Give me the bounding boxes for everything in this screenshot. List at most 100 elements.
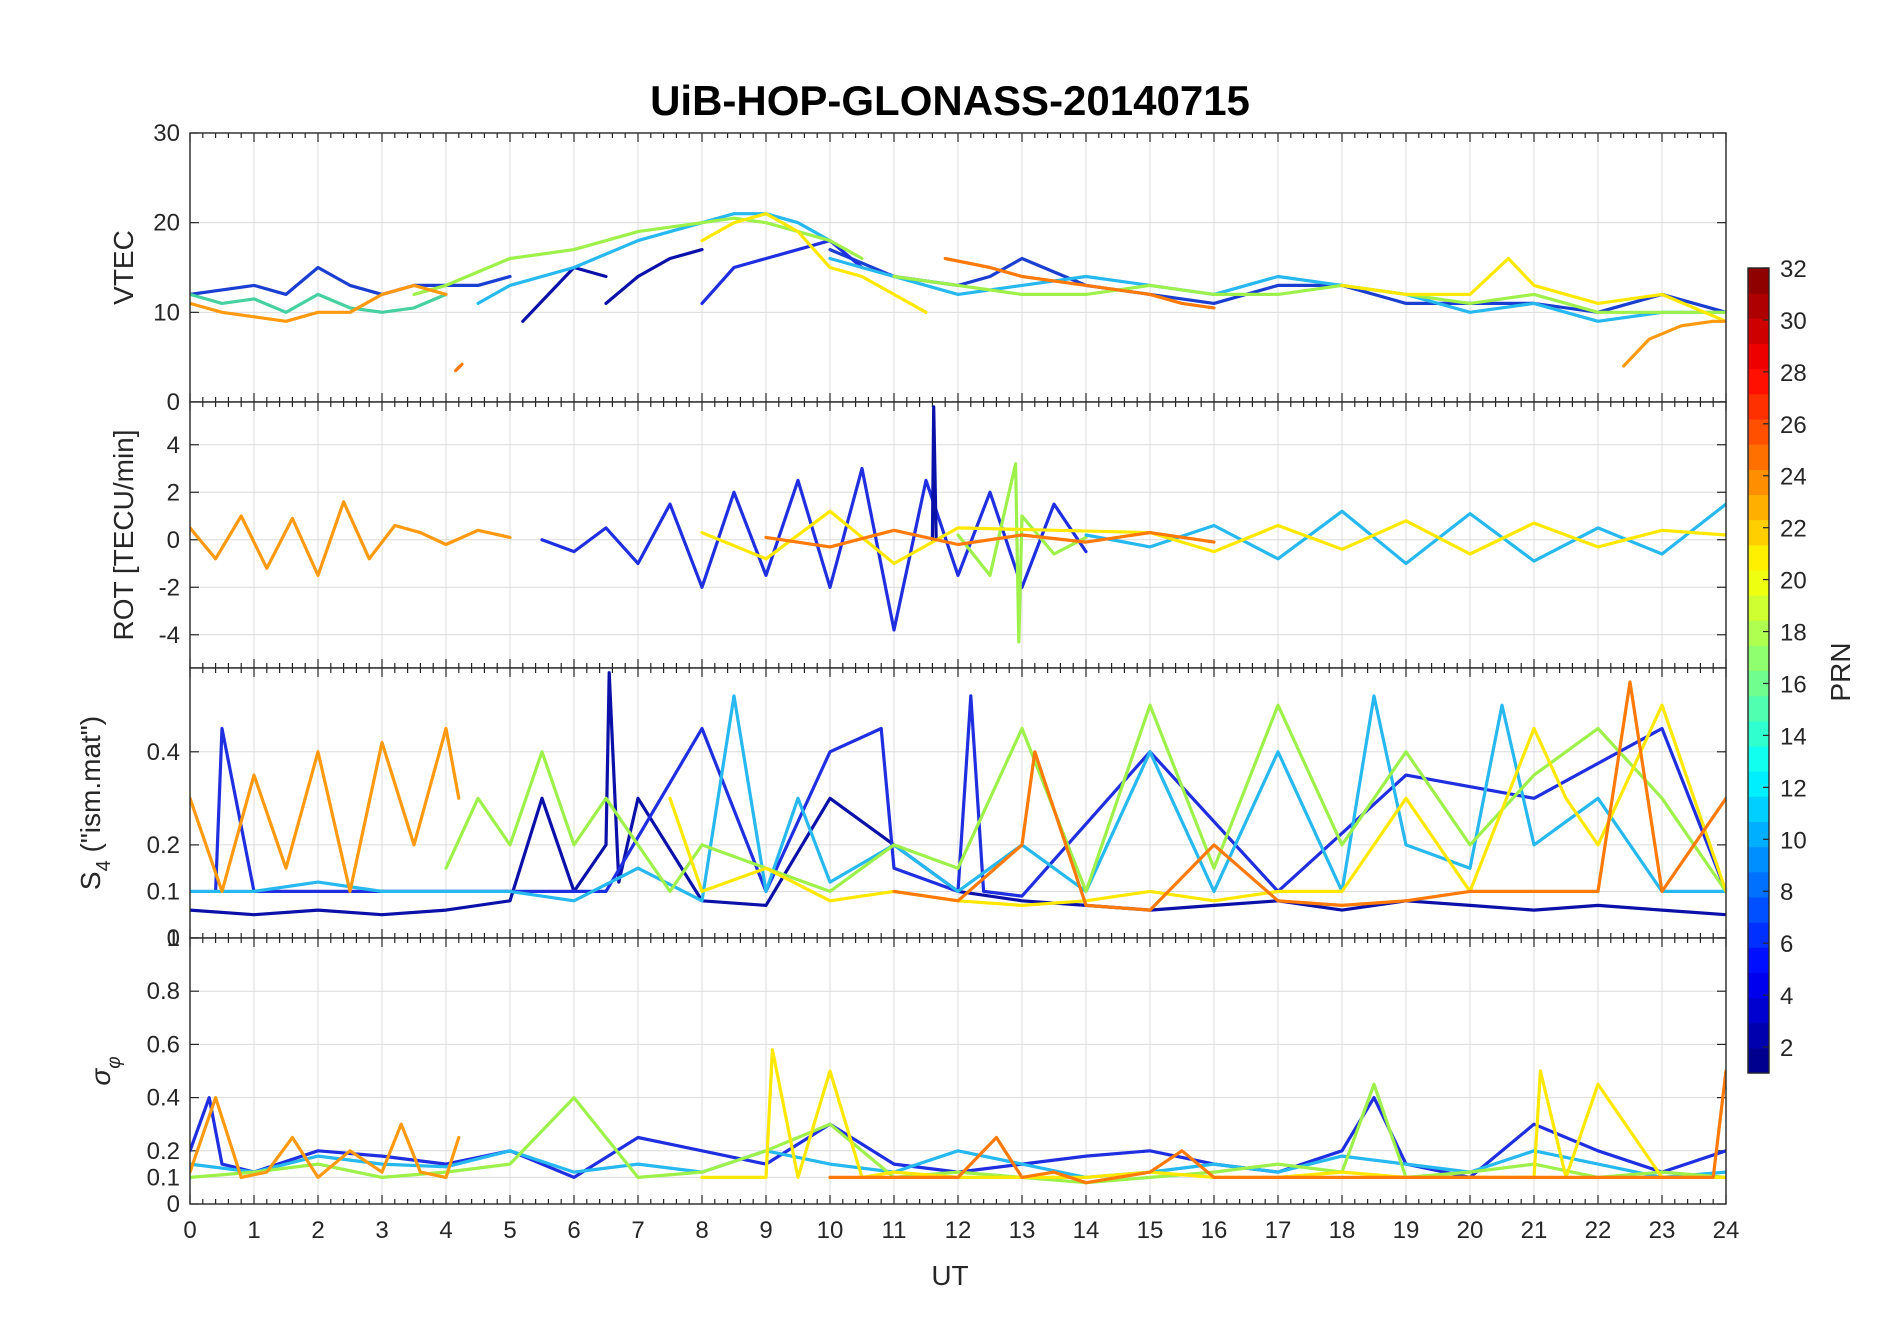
colorbar-segment xyxy=(1748,997,1769,1024)
series-group xyxy=(190,212,1726,373)
colorbar-segment xyxy=(1748,268,1769,294)
colorbar-segment xyxy=(1748,796,1769,823)
x-tick-label: 3 xyxy=(375,1217,388,1244)
colorbar-tick-label: 6 xyxy=(1780,931,1793,958)
x-tick-label: 2 xyxy=(311,1217,324,1244)
y-tick-label: 0.1 xyxy=(147,1164,180,1191)
series-line xyxy=(700,509,1726,566)
colorbar-tick-label: 22 xyxy=(1780,516,1807,543)
x-tick-label: 14 xyxy=(1073,1217,1100,1244)
colorbar-tick-label: 30 xyxy=(1780,308,1807,335)
colorbar-segment xyxy=(1748,293,1769,319)
colorbar-tick-label: 28 xyxy=(1780,360,1807,387)
series-line xyxy=(1084,502,1726,566)
colorbar-segment xyxy=(1748,922,1769,948)
colorbar-segment xyxy=(1748,393,1769,420)
y-axis-label: σφ xyxy=(85,1056,125,1085)
colorbar-segment xyxy=(1748,318,1769,345)
colorbar-segment xyxy=(1748,670,1769,697)
colorbar-segment xyxy=(1748,469,1769,496)
colorbar-tick-label: 10 xyxy=(1780,827,1807,854)
x-tick-label: 17 xyxy=(1265,1217,1292,1244)
series-line xyxy=(943,256,1216,310)
series-line xyxy=(412,216,864,296)
series-group xyxy=(190,1048,1726,1185)
x-tick-label: 12 xyxy=(945,1217,972,1244)
x-tick-label: 10 xyxy=(817,1217,844,1244)
y-tick-label: 0 xyxy=(167,1191,180,1218)
colorbar-tick-label: 2 xyxy=(1780,1035,1793,1062)
colorbar-tick-label: 24 xyxy=(1780,464,1807,491)
y-tick-label: 10 xyxy=(153,299,180,326)
series-line xyxy=(1622,319,1726,368)
series-line xyxy=(930,405,938,542)
colorbar-segment xyxy=(1748,947,1769,973)
colorbar-segment xyxy=(1748,544,1769,571)
y-tick-label: 0.2 xyxy=(147,832,180,859)
series-line xyxy=(190,1096,461,1179)
series-line xyxy=(540,466,1088,632)
colorbar-segment xyxy=(1748,343,1769,370)
y-tick-label: 0.4 xyxy=(147,739,180,766)
x-tick-label: 6 xyxy=(567,1217,580,1244)
colorbar-segment xyxy=(1748,695,1769,722)
y-tick-label: 0.2 xyxy=(147,1138,180,1165)
colorbar-tick-label: 18 xyxy=(1780,620,1807,647)
series-line xyxy=(828,1069,1726,1185)
series-line xyxy=(190,1096,1726,1179)
colorbar-label: PRN xyxy=(1825,642,1856,701)
colorbar-segment xyxy=(1748,444,1769,470)
colorbar-segment xyxy=(1748,896,1769,923)
x-tick-label: 22 xyxy=(1585,1217,1612,1244)
series-line xyxy=(700,212,928,314)
y-tick-label: -2 xyxy=(159,574,180,601)
plot-frame xyxy=(189,937,1727,1205)
x-tick-label: 23 xyxy=(1649,1217,1676,1244)
x-tick-label: 16 xyxy=(1201,1217,1228,1244)
colorbar-segment xyxy=(1748,645,1769,672)
y-tick-label: 0 xyxy=(167,925,180,952)
series-line xyxy=(668,703,1726,907)
colorbar-segment xyxy=(1748,1047,1769,1074)
chart-title: UiB-HOP-GLONASS-20140715 xyxy=(650,77,1250,124)
x-tick-label: 4 xyxy=(439,1217,452,1244)
y-tick-label: 30 xyxy=(153,120,180,147)
x-tick-label: 15 xyxy=(1137,1217,1164,1244)
x-tick-label: 7 xyxy=(631,1217,644,1244)
series-line xyxy=(190,265,512,296)
colorbar-segment xyxy=(1748,771,1769,797)
series-line xyxy=(190,292,448,314)
series-line xyxy=(892,274,1726,314)
colorbar-segment xyxy=(1748,720,1769,747)
colorbar-segment xyxy=(1748,620,1769,646)
y-tick-label: 2 xyxy=(167,479,180,506)
x-tick-label: 8 xyxy=(695,1217,708,1244)
series-line xyxy=(190,283,448,323)
x-tick-label: 11 xyxy=(882,1217,907,1244)
series-line xyxy=(190,694,1726,903)
panel-vtec: 0 10 20 30 VTEC xyxy=(108,120,1727,416)
series-line xyxy=(190,726,461,893)
panel-rot: -4 -2 0 2 4 ROT [TECU/min] xyxy=(108,401,1727,669)
colorbar-segment xyxy=(1748,494,1769,521)
y-tick-label: 1 xyxy=(167,925,180,952)
x-tick-label: 21 xyxy=(1521,1217,1548,1244)
series-line xyxy=(444,703,1726,893)
colorbar-segment xyxy=(1748,1022,1769,1049)
x-tick-label: 13 xyxy=(1009,1217,1036,1244)
colorbar-segment xyxy=(1748,569,1769,596)
series-line xyxy=(454,362,464,373)
y-tick-label: 4 xyxy=(167,432,180,459)
series-line xyxy=(521,265,608,323)
colorbar-segment xyxy=(1748,846,1769,873)
y-axis-label: VTEC xyxy=(108,230,139,305)
colorbar-tick-label: 4 xyxy=(1780,983,1793,1010)
x-axis-label: UT xyxy=(931,1260,968,1291)
colorbar-tick-label: 16 xyxy=(1780,671,1807,698)
colorbar-tick-label: 26 xyxy=(1780,412,1807,439)
x-tick-label: 19 xyxy=(1393,1217,1420,1244)
y-tick-label: 0 xyxy=(167,527,180,554)
panel-s4: 0 0.1 0.2 0.4 S4 ("ism.mat") xyxy=(75,667,1727,952)
